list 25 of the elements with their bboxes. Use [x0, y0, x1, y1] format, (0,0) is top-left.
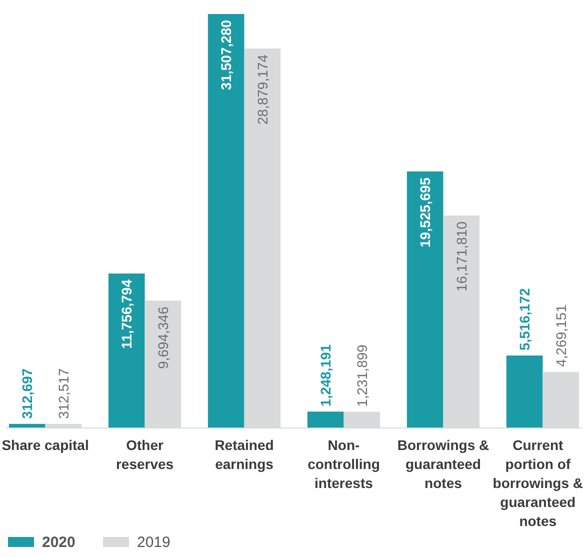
bar [307, 412, 344, 428]
data-label: 1,248,191 [318, 344, 334, 407]
x-tick-label: Share capital [2, 437, 89, 453]
bar [406, 171, 444, 428]
data-label: 11,756,794 [118, 279, 135, 349]
data-label: 1,231,899 [354, 344, 370, 407]
x-tick-label: Non-controlling interests [308, 437, 380, 491]
x-tick-label: Other reserves [116, 437, 174, 472]
data-label: 31,507,280 [218, 20, 234, 90]
bar [208, 14, 244, 428]
data-label: 312,697 [19, 368, 36, 419]
bar [108, 274, 145, 428]
data-label: 16,171,810 [453, 221, 470, 292]
data-label: 4,269,151 [552, 304, 569, 367]
x-tick-label: Current portion of borrowings & guaranteed notes [492, 437, 584, 529]
data-label: 19,525,695 [417, 177, 434, 248]
legend-label: 2020 [42, 534, 76, 551]
data-label: 9,694,346 [154, 306, 171, 369]
data-label: 312,517 [55, 368, 72, 419]
data-label: 5,516,172 [516, 288, 533, 351]
bar [506, 356, 543, 428]
x-tick-label: Borrowings & guaranteed notes [397, 437, 490, 491]
data-label: 28,879,174 [254, 54, 270, 125]
x-tick-label: Retained earnings [214, 437, 274, 472]
legend-label: 2019 [137, 534, 170, 551]
